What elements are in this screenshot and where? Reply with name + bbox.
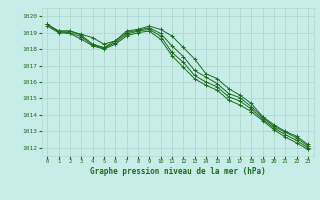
X-axis label: Graphe pression niveau de la mer (hPa): Graphe pression niveau de la mer (hPa)	[90, 167, 266, 176]
